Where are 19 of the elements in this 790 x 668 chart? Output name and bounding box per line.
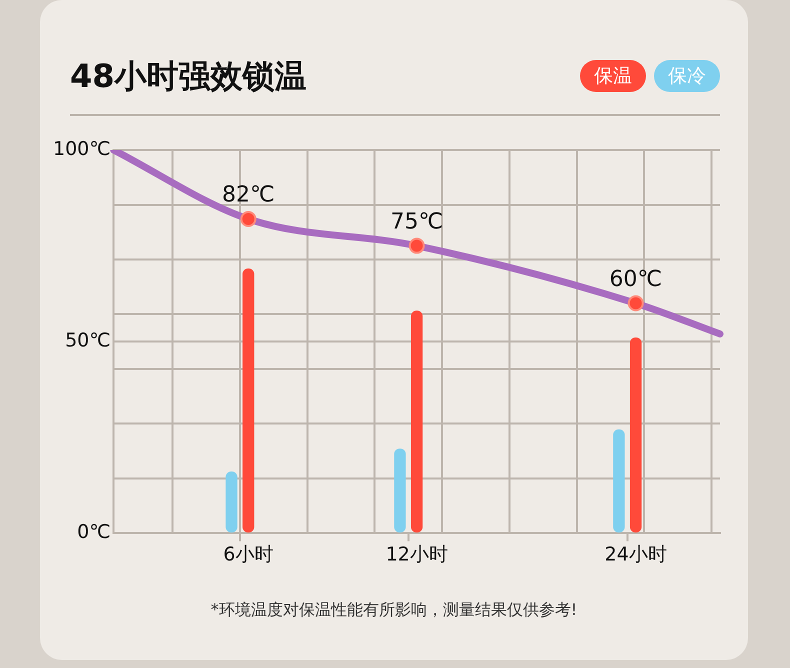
data-label: 75℃ xyxy=(390,210,444,235)
y-tick-label: 100℃ xyxy=(52,138,111,160)
bar xyxy=(226,472,238,533)
text: 保温 xyxy=(580,60,646,92)
x-tick-label: 6小时 xyxy=(223,544,274,566)
text: 保冷 xyxy=(654,60,720,92)
y-tick-label: 50℃ xyxy=(65,330,111,352)
bar xyxy=(410,310,423,533)
data-label: 82℃ xyxy=(222,182,275,208)
x-tick-label: 12小时 xyxy=(386,544,448,566)
x-tick-label: 24小时 xyxy=(604,544,667,566)
chart-title: 48小时强效锁温 xyxy=(70,56,307,97)
bar xyxy=(242,268,254,533)
data-label: 60℃ xyxy=(609,267,662,292)
text: *环境温度对保温性能有所影响，测量结果仅供参考! xyxy=(210,600,578,621)
bar xyxy=(630,337,642,533)
bar xyxy=(394,448,406,533)
bar xyxy=(613,429,625,533)
y-tick-label: 0℃ xyxy=(77,521,111,544)
